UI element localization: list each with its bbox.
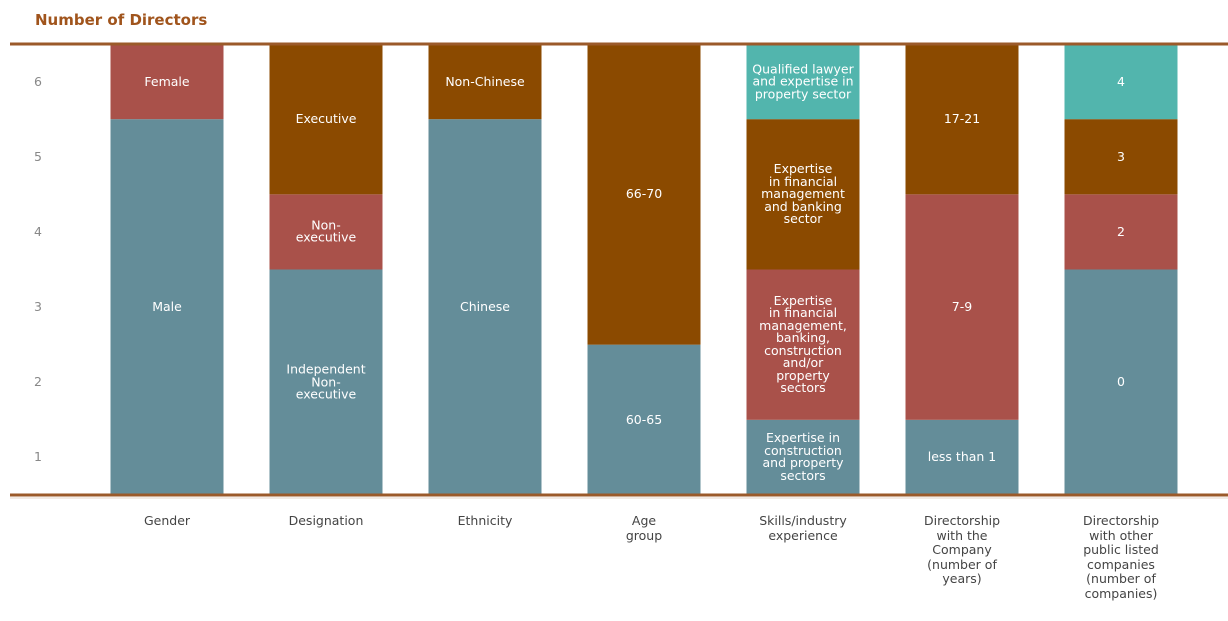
bar-segment bbox=[269, 194, 383, 270]
y-tick-label: 6 bbox=[34, 73, 42, 89]
bar-segment bbox=[905, 44, 1019, 195]
segment-label: Chinese bbox=[460, 298, 510, 314]
x-tick-label: Age group bbox=[625, 513, 663, 543]
segment-label: 4 bbox=[1117, 73, 1125, 89]
bar-segment bbox=[746, 269, 860, 420]
segment-label: Male bbox=[152, 298, 182, 314]
bar-segment bbox=[587, 44, 701, 345]
bar-segment bbox=[746, 44, 860, 120]
bar-segment bbox=[110, 119, 224, 496]
segment-label: Female bbox=[144, 73, 190, 89]
bar-segment bbox=[746, 419, 860, 495]
segment-label: Expertise in construction and property s… bbox=[762, 430, 844, 483]
segment-label: Expertise in financial management, banki… bbox=[759, 292, 847, 396]
bar-segment bbox=[110, 44, 224, 120]
bar-segment bbox=[428, 119, 542, 496]
bar-segment bbox=[1064, 119, 1178, 195]
bar-segment bbox=[1064, 269, 1178, 495]
segment-label: less than 1 bbox=[927, 449, 997, 465]
x-tick-label: Directorship with the Company (number of… bbox=[923, 513, 1001, 586]
segment-label: 7-9 bbox=[951, 298, 973, 314]
x-tick-label: Gender bbox=[143, 513, 191, 528]
bar-segment bbox=[905, 194, 1019, 420]
segment-label: 2 bbox=[1117, 223, 1125, 239]
x-tick-label: Designation bbox=[288, 513, 364, 528]
segment-label: Executive bbox=[295, 110, 357, 126]
y-tick-label: 1 bbox=[34, 449, 42, 465]
segment-label: Qualified lawyer and expertise in proper… bbox=[752, 60, 854, 101]
bar-segment bbox=[428, 44, 542, 120]
y-tick-label: 4 bbox=[34, 223, 42, 239]
x-tick-label: Ethnicity bbox=[457, 513, 513, 528]
segment-label: Non- executive bbox=[295, 217, 357, 245]
x-tick-label: Directorship with other public listed co… bbox=[1082, 513, 1160, 601]
segment-label: Expertise in financial management and ba… bbox=[761, 161, 845, 227]
bar-segment bbox=[269, 44, 383, 195]
segment-label: 17-21 bbox=[943, 110, 981, 126]
bar-segment bbox=[269, 269, 383, 495]
x-tick-label: Skills/industry experience bbox=[759, 513, 847, 543]
y-tick-label: 2 bbox=[34, 374, 42, 389]
segment-label: 66-70 bbox=[625, 186, 663, 202]
bar-segment bbox=[905, 419, 1019, 495]
segment-label: 60-65 bbox=[625, 411, 663, 427]
bar-segment bbox=[746, 119, 860, 270]
bar-segment bbox=[1064, 194, 1178, 270]
bar-segment bbox=[1064, 44, 1178, 120]
segment-label: 3 bbox=[1117, 148, 1125, 164]
y-tick-label: 5 bbox=[34, 148, 42, 164]
segment-label: 0 bbox=[1117, 374, 1125, 389]
bar-segment bbox=[587, 344, 701, 495]
segment-label: Independent Non- executive bbox=[286, 361, 366, 402]
chart-title: Number of Directors bbox=[35, 11, 208, 29]
segment-label: Non-Chinese bbox=[445, 73, 525, 89]
y-tick-label: 3 bbox=[34, 298, 42, 314]
